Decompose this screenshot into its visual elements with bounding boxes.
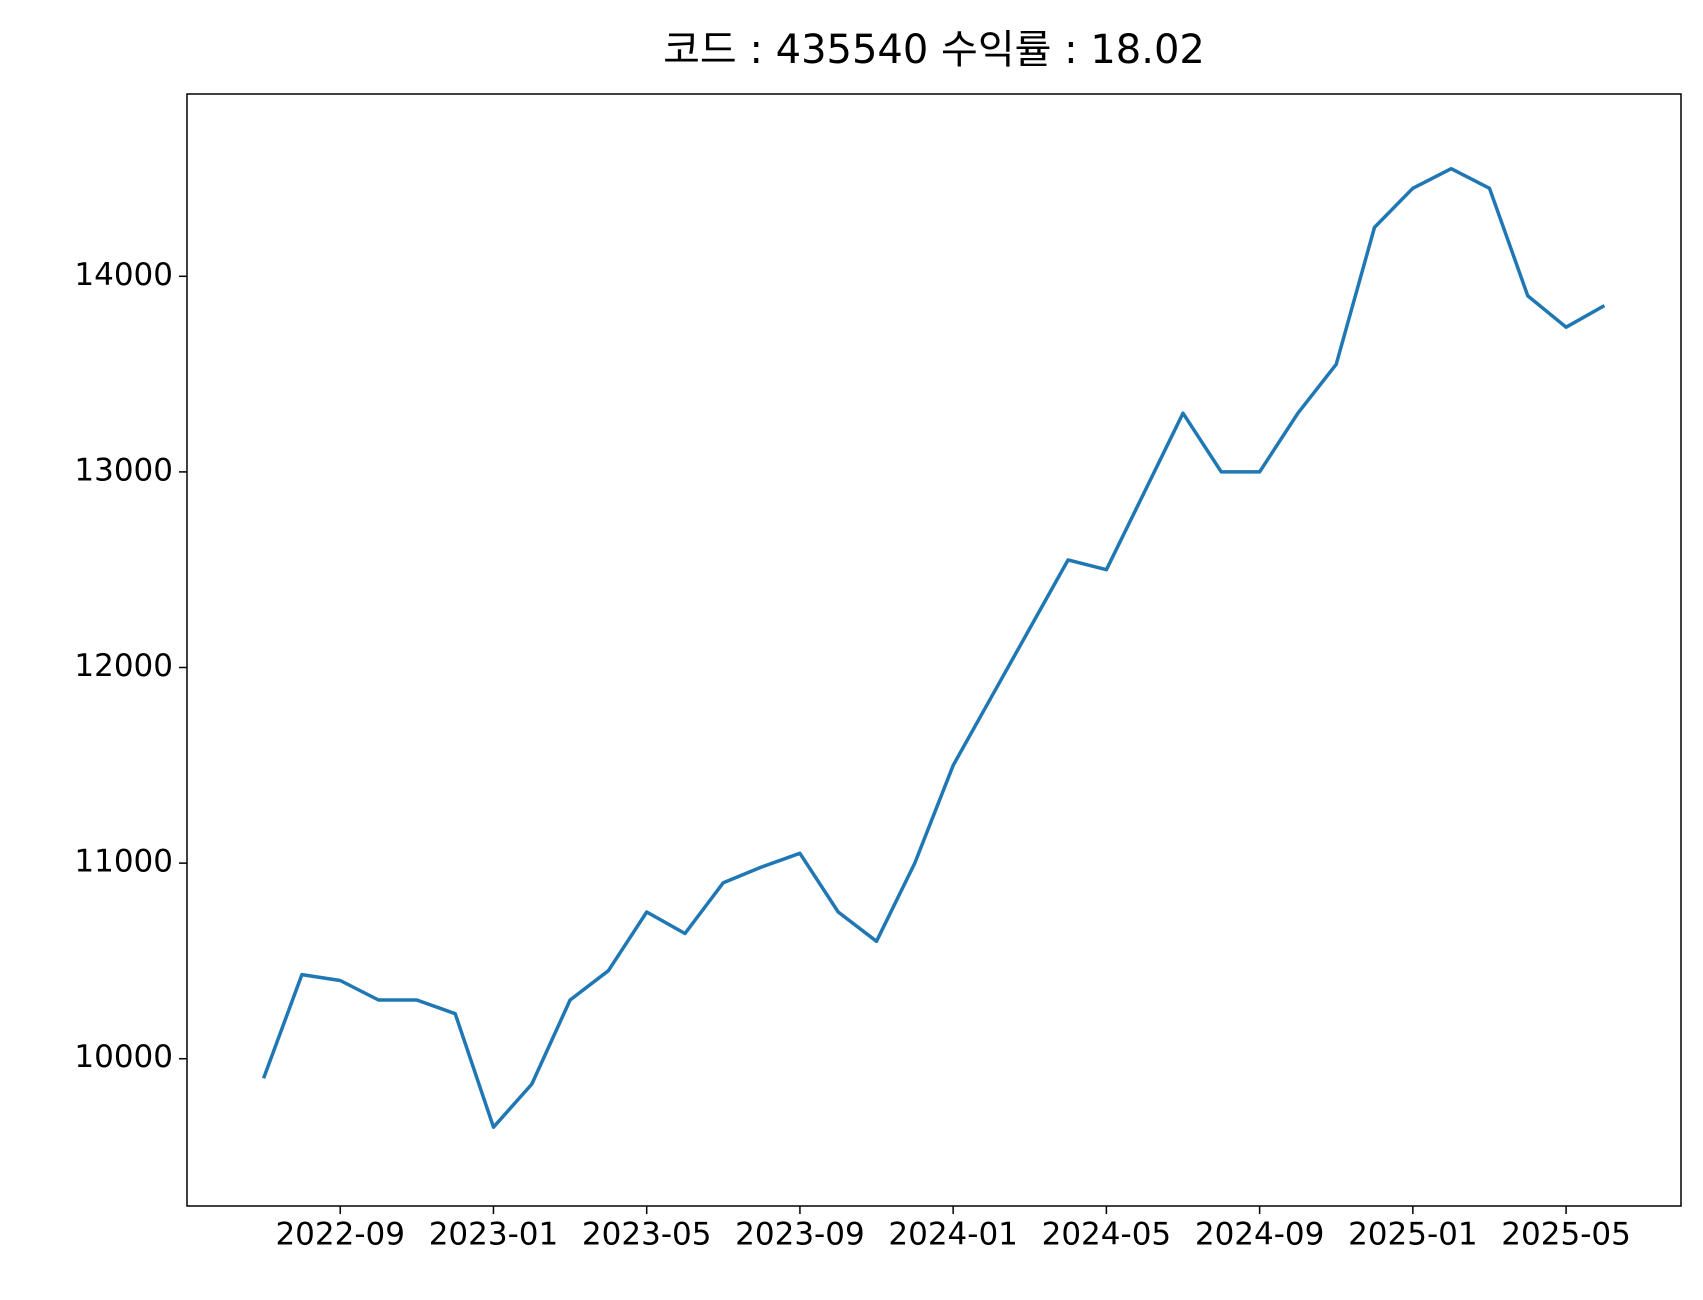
x-tick-label: 2024-01 xyxy=(888,1217,1018,1253)
line xyxy=(261,166,1606,1129)
x-tick-label: 2023-01 xyxy=(429,1217,559,1253)
y-tick-label: 10000 xyxy=(74,1039,173,1075)
y-tick-label: 13000 xyxy=(74,452,173,488)
x-tick-label: 2022-09 xyxy=(275,1217,405,1253)
y-tick-label: 11000 xyxy=(74,844,173,880)
x-tick-label: 2025-01 xyxy=(1348,1217,1478,1253)
x-tick-label: 2024-09 xyxy=(1195,1217,1325,1253)
x-tick-label: 2025-05 xyxy=(1501,1217,1631,1253)
x-tick-label: 2023-09 xyxy=(735,1217,865,1253)
y-tick-label: 12000 xyxy=(74,648,173,684)
chart-title: 코드 : 435540 수익률 : 18.02 xyxy=(663,27,1205,73)
plot-frame xyxy=(186,93,1682,1207)
y-tick-label: 14000 xyxy=(74,257,173,293)
x-tick-label: 2024-05 xyxy=(1042,1217,1172,1253)
x-tick-label: 2023-05 xyxy=(582,1217,712,1253)
